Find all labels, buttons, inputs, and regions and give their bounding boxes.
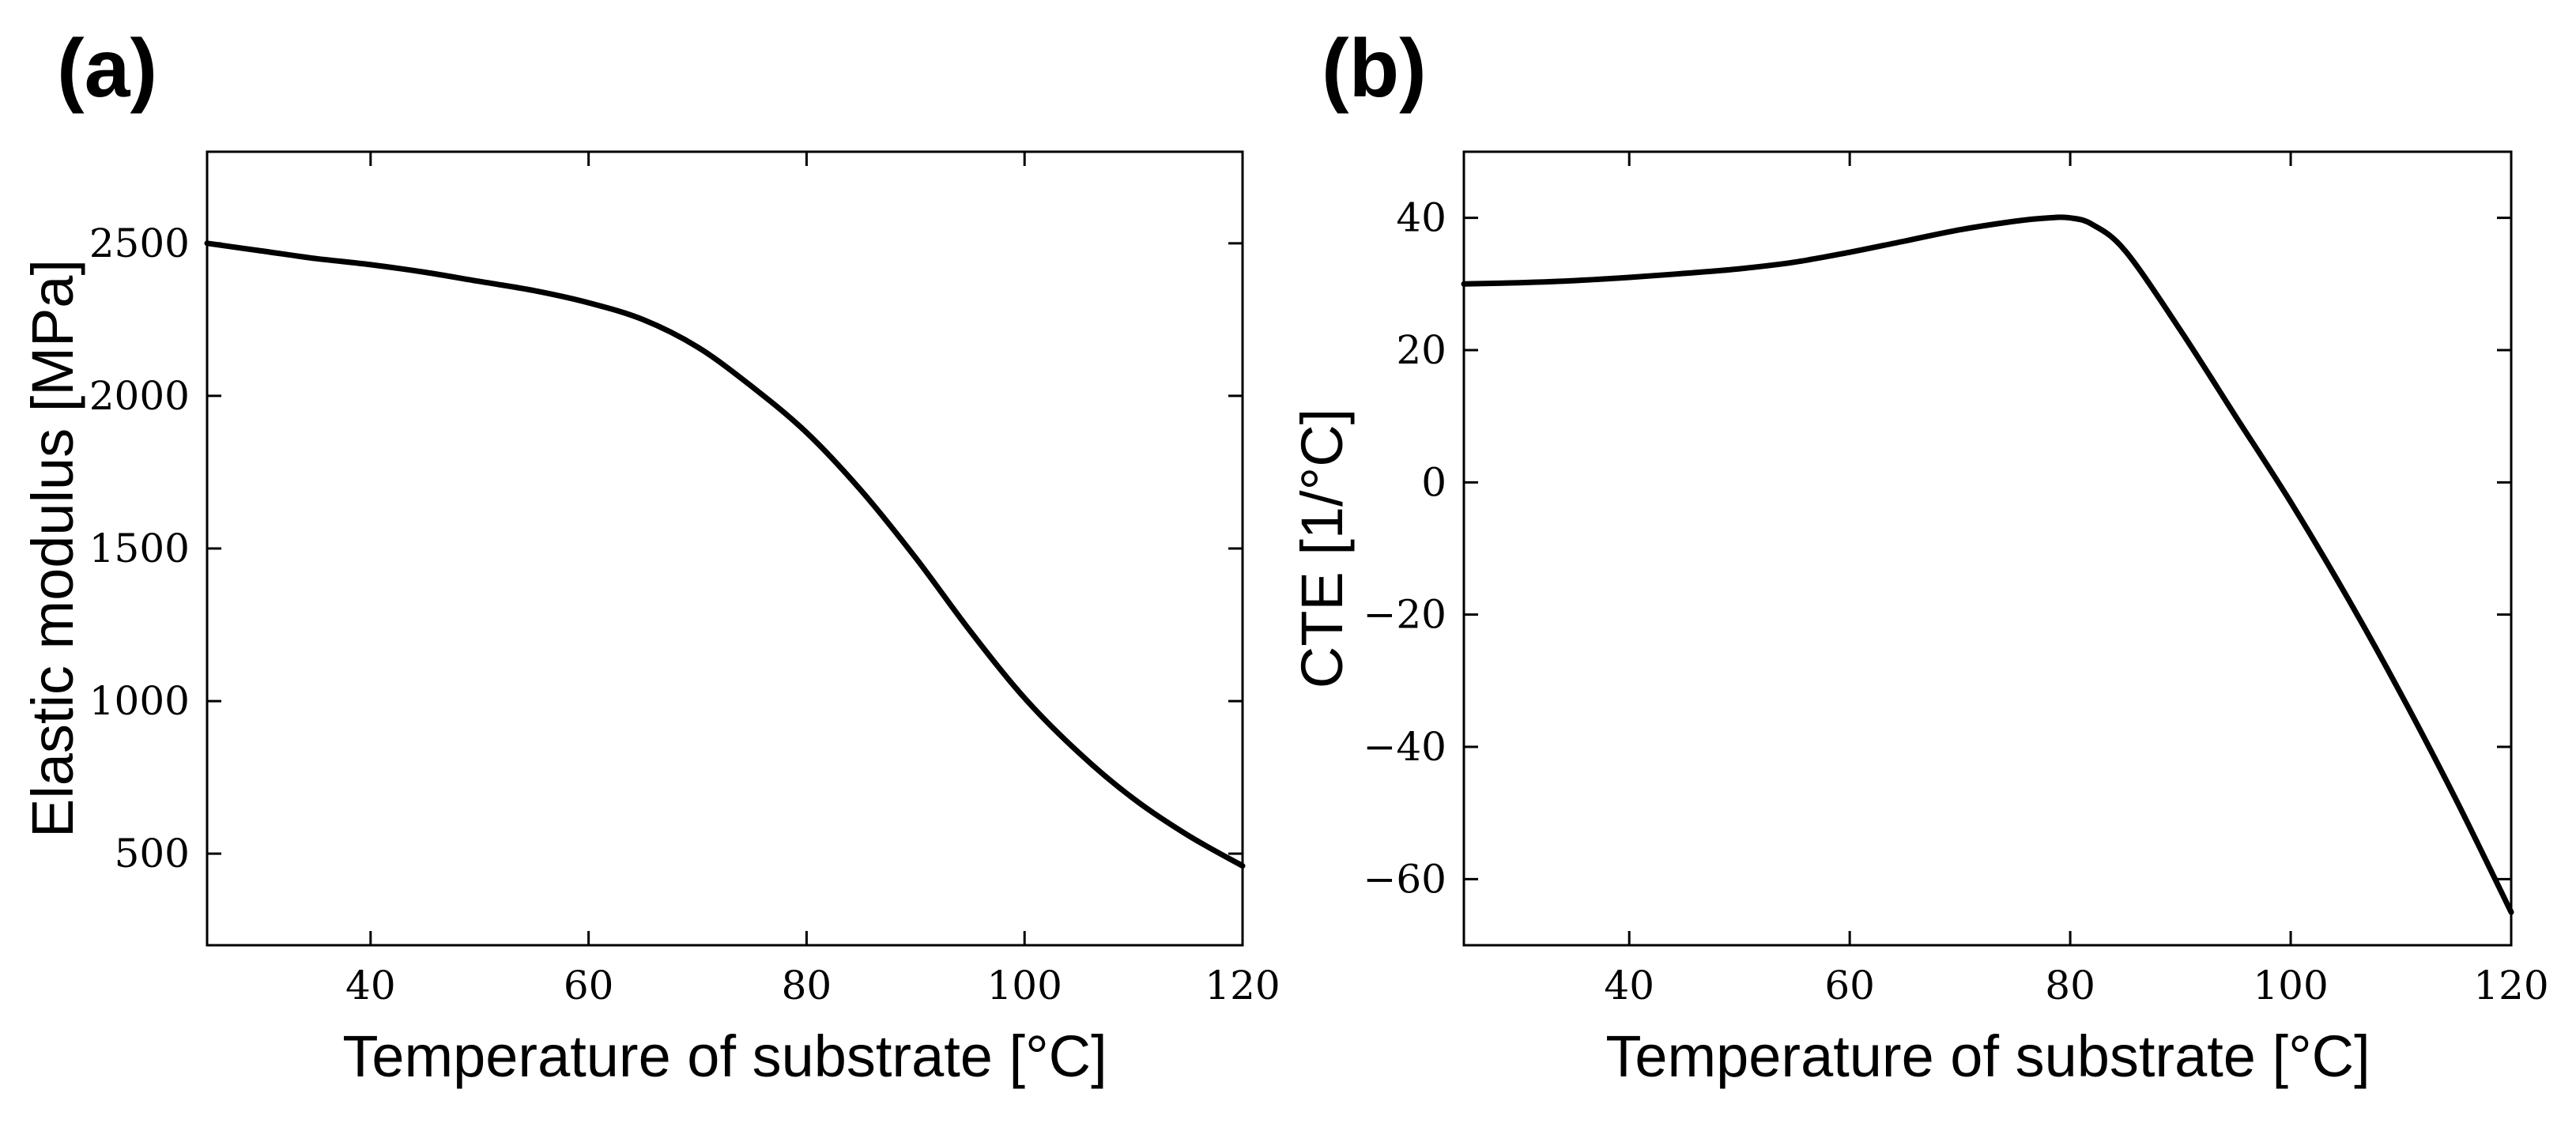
panel-a-y-tick-label: 1500 bbox=[89, 526, 190, 571]
panel-b-series-line bbox=[1461, 214, 2514, 915]
panel-b-x-tick-label: 40 bbox=[1604, 963, 1654, 1008]
panel-a-y-axis-title: Elastic modulus [MPa] bbox=[20, 259, 85, 838]
panel-a: (a) 40 60 80 100 120 500 1000 1500 2000 2500 Tem… bbox=[20, 23, 1280, 1089]
panel-b-y-ticks: −60 −40 −20 0 20 40 bbox=[1363, 195, 2511, 902]
panel-b-y-tick-label: 20 bbox=[1396, 327, 1446, 373]
panel-b-y-tick-label: 0 bbox=[1421, 459, 1446, 505]
panel-b-y-axis-title: CTE [1/°C] bbox=[1289, 409, 1355, 688]
panel-b-label: (b) bbox=[1322, 23, 1427, 115]
panel-a-x-ticks: 40 60 80 100 120 bbox=[345, 152, 1280, 1008]
panel-a-y-tick-label: 2500 bbox=[89, 220, 190, 266]
panel-b: (b) 40 60 80 100 120 −60 −40 −20 0 20 40 Temperat… bbox=[1289, 23, 2549, 1089]
panel-b-plot-frame bbox=[1462, 150, 2513, 947]
panel-b-x-ticks: 40 60 80 100 120 bbox=[1604, 152, 2549, 1008]
panel-a-y-ticks: 500 1000 1500 2000 2500 bbox=[89, 220, 1243, 876]
panel-a-plot-frame bbox=[206, 150, 1244, 947]
panel-b-x-tick-label: 100 bbox=[2253, 963, 2328, 1008]
panel-a-y-tick-label: 500 bbox=[115, 831, 190, 876]
panel-b-y-tick-label: −20 bbox=[1363, 592, 1446, 638]
panel-a-x-tick-label: 100 bbox=[986, 963, 1062, 1008]
panel-a-x-axis-title: Temperature of substrate [°C] bbox=[342, 1023, 1107, 1089]
panel-a-y-tick-label: 2000 bbox=[89, 373, 190, 419]
panel-a-x-tick-label: 40 bbox=[345, 963, 396, 1008]
panel-a-y-tick-label: 1000 bbox=[89, 678, 190, 724]
panel-b-y-tick-label: −40 bbox=[1363, 724, 1446, 770]
panel-b-x-tick-label: 120 bbox=[2473, 963, 2548, 1008]
panel-a-series-line bbox=[204, 240, 1246, 869]
panel-b-y-tick-label: 40 bbox=[1396, 195, 1446, 241]
panel-b-x-axis-title: Temperature of substrate [°C] bbox=[1605, 1023, 2370, 1089]
panel-b-x-tick-label: 60 bbox=[1824, 963, 1875, 1008]
panel-a-x-tick-label: 120 bbox=[1205, 963, 1280, 1008]
panel-a-x-tick-label: 80 bbox=[782, 963, 832, 1008]
panel-b-y-tick-label: −60 bbox=[1363, 856, 1446, 902]
panel-b-x-tick-label: 80 bbox=[2045, 963, 2095, 1008]
panel-a-x-tick-label: 60 bbox=[564, 963, 614, 1008]
panel-a-label: (a) bbox=[57, 23, 157, 115]
